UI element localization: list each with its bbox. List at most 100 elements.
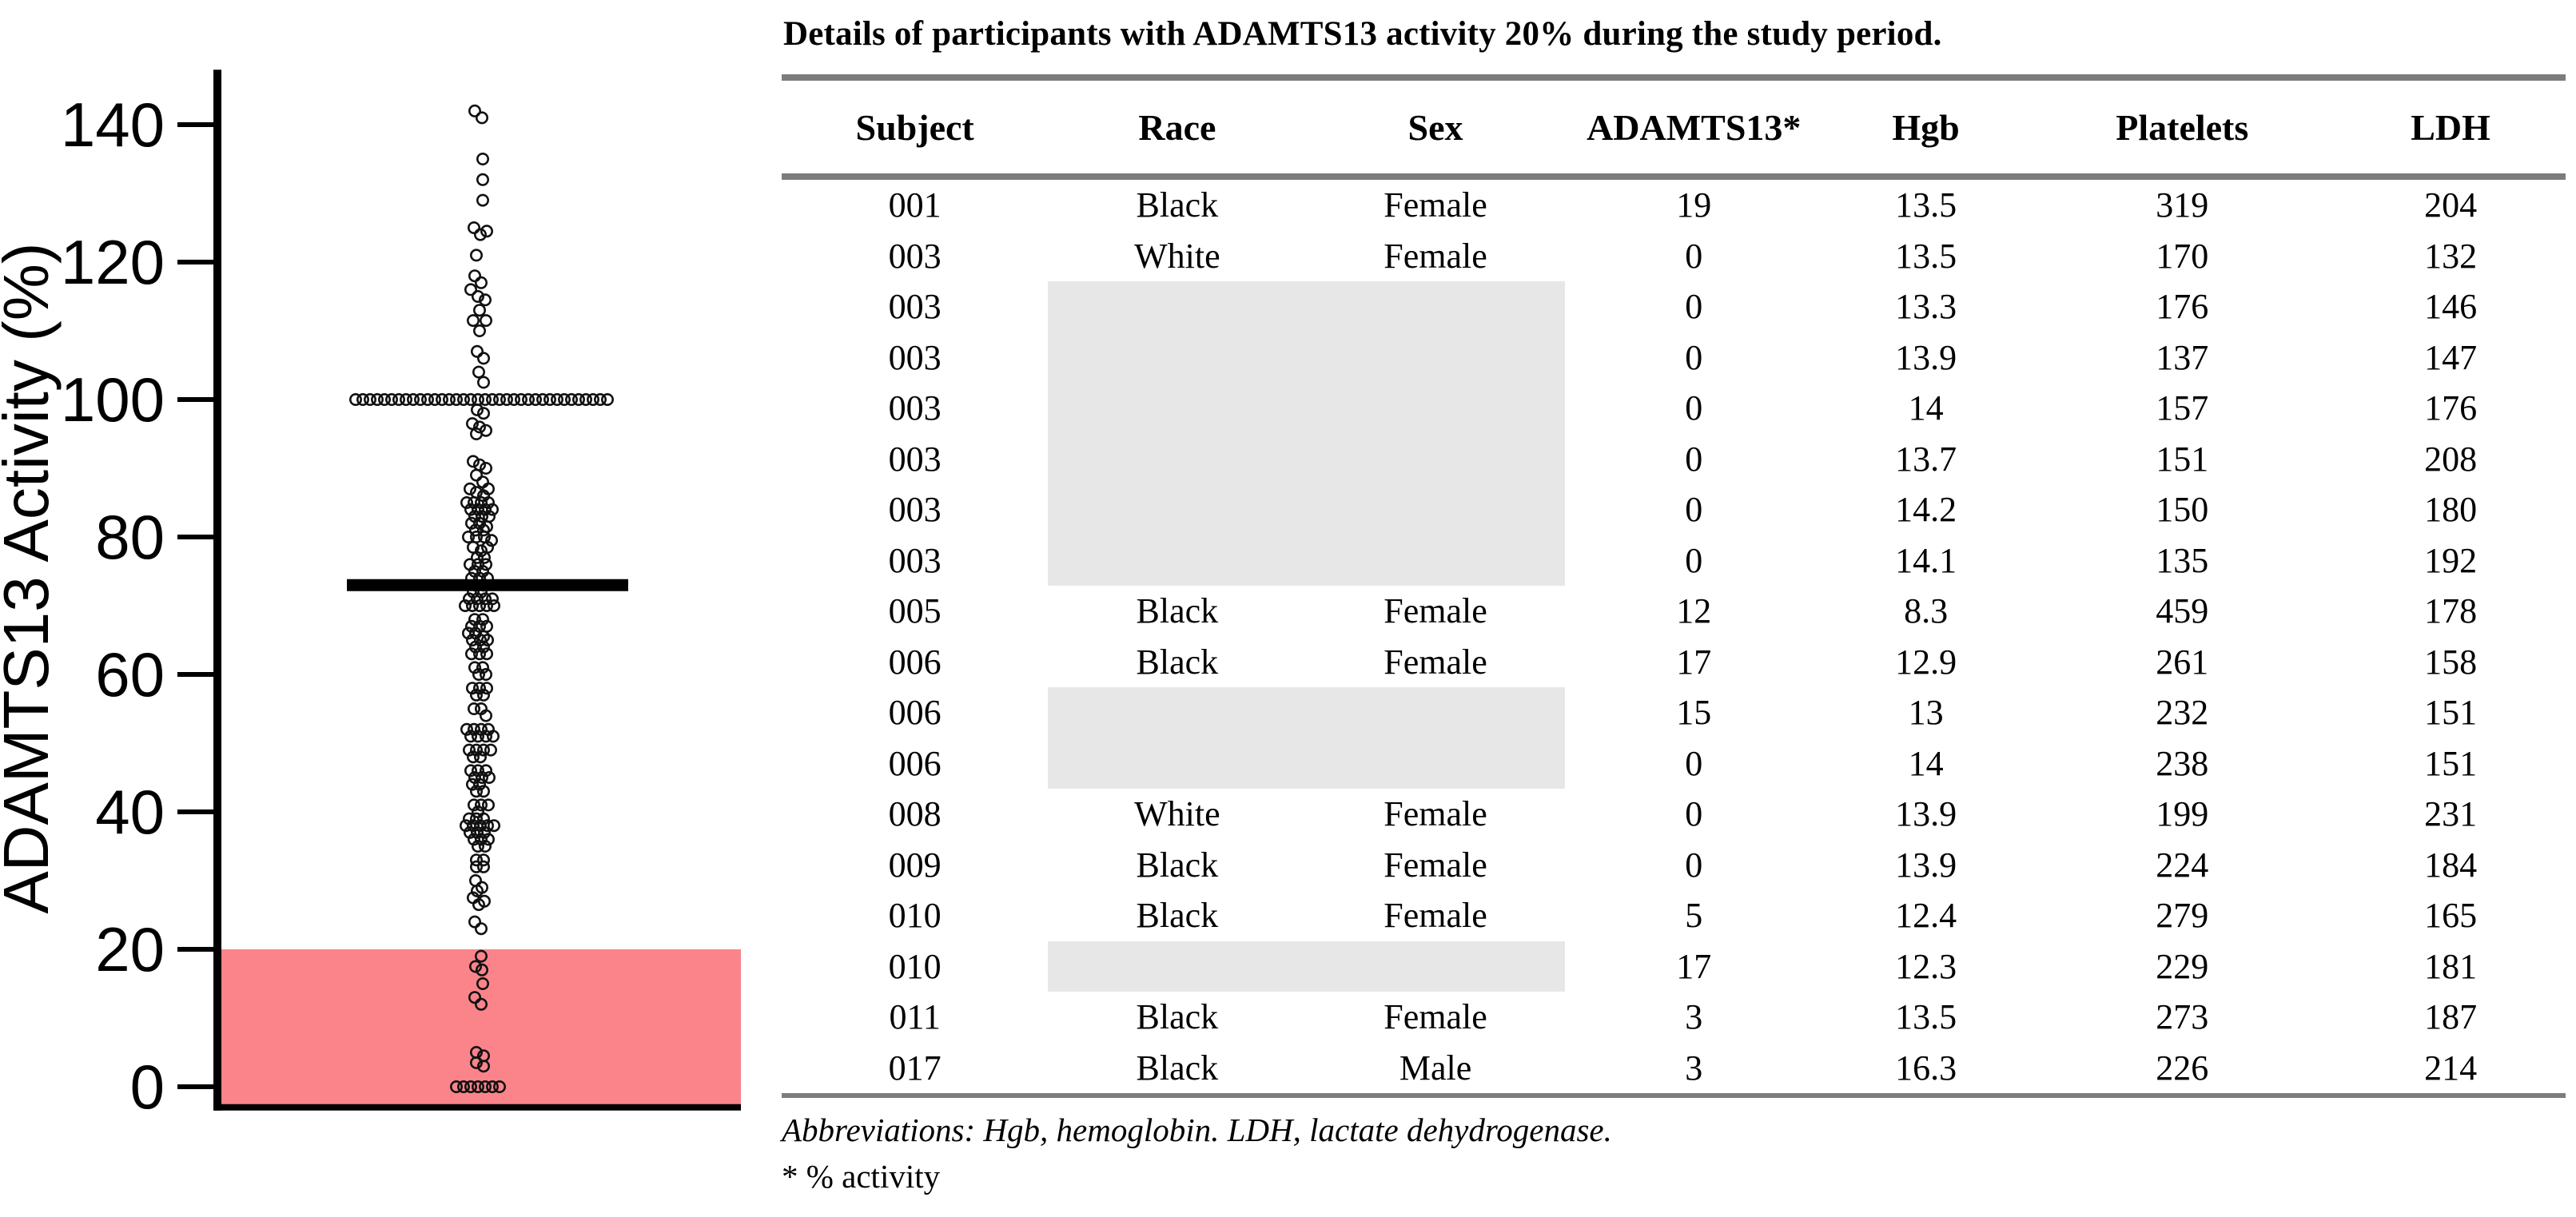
data-point [406,392,420,406]
table-cell: 180 [2424,490,2478,530]
table-cell: Black [1136,1048,1219,1088]
table-cell-shaded [1048,332,1307,383]
table-cell: 19 [1676,185,1712,225]
data-point [413,392,427,406]
table-cell: 279 [2156,896,2209,936]
data-point [557,392,571,406]
table-cell: 176 [2424,388,2478,428]
column-header-ldh: LDH [2411,106,2490,148]
data-point [476,688,490,702]
table-cell-shaded [1048,738,1307,789]
table-cell: 232 [2156,693,2209,733]
data-point [481,495,495,509]
data-point [468,269,481,283]
data-point [485,503,499,516]
data-point [487,599,500,612]
table-cell-shaded [1306,383,1565,434]
data-point [476,613,489,626]
table-cell: 132 [2424,236,2478,276]
data-point [478,1080,492,1094]
data-point [521,392,535,406]
data-point [464,730,477,743]
table-cell: 151 [2424,743,2478,783]
table-cell: 14 [1908,388,1944,428]
table-row: 003 0 14.1 135 192 [782,535,2566,586]
table-cell: Black [1136,185,1219,225]
table-row: 009 Black Female 0 13.9 224 184 [782,840,2566,891]
table-cell-shaded [1306,535,1565,586]
data-point [479,558,492,571]
table-cell: Female [1384,896,1487,936]
data-point [473,819,487,833]
table-row: 008 White Female 0 13.9 199 231 [782,789,2566,840]
table-cell: 12.4 [1895,896,1957,936]
table-title: Details of participants with ADAMTS13 ac… [783,15,1942,53]
dot-plot-svg: 0 20 40 60 80 100 120 140 ADAMTS13 Activity (%) [0,70,741,1122]
data-point [469,1056,483,1069]
data-point [507,392,520,406]
data-point [356,392,369,406]
data-point [476,523,490,537]
data-point [469,812,483,825]
data-point [472,778,486,791]
table-cell-shaded [1306,738,1565,789]
data-point [456,392,470,406]
data-point [484,743,497,757]
data-point [469,860,483,873]
data-point [480,682,493,695]
table-cell: 13.9 [1895,794,1957,834]
table-cell: 165 [2424,896,2478,936]
table-top-rule [782,74,2566,81]
adamts13-activity-dot-plot: 0 20 40 60 80 100 120 140 ADAMTS13 Activity (%) [0,0,767,1217]
table-cell-shaded [1048,484,1307,535]
data-point [460,722,473,736]
table-cell: 12 [1676,591,1712,631]
y-tick-label: 60 [95,639,165,710]
table-cell: 0 [1685,794,1703,834]
table-cell: 011 [889,997,941,1037]
data-point [461,530,475,543]
data-point [470,884,484,897]
data-point [476,173,489,186]
table-cell: 16.3 [1895,1048,1957,1088]
table-cell: Black [1136,845,1219,885]
table-cell-shaded [1306,687,1565,738]
table-cell: 3 [1685,1048,1703,1088]
table-cell: 0 [1685,236,1703,276]
data-point [473,750,487,764]
data-point [474,544,488,558]
data-point [465,682,479,695]
data-point [476,785,490,798]
table-cell: 261 [2156,642,2209,682]
data-point [465,633,479,646]
data-point [492,1080,506,1094]
data-point [428,392,441,406]
data-point [470,403,484,416]
table-header-row: Subject Race Sex ADAMTS13* Hgb Platelets… [782,81,2566,173]
data-point [482,770,496,784]
y-tick-label: 120 [61,227,165,297]
data-point [469,249,483,262]
table-cell: 150 [2156,490,2209,530]
data-point [479,667,492,681]
data-point [476,153,489,166]
table-cell: 199 [2156,794,2209,834]
table-cell: 0 [1685,743,1703,783]
data-point [466,314,480,328]
y-tick-label: 100 [61,364,165,435]
table-row: 006 0 14 238 151 [782,738,2566,789]
data-point [472,667,485,681]
data-point [586,392,599,406]
data-point [462,812,476,825]
table-cell: 003 [888,388,942,428]
data-point [472,324,486,337]
table-cell: 0 [1685,287,1703,327]
table-cell: Female [1384,845,1487,885]
column-header-hgb: Hgb [1892,106,1960,148]
table-cell-shaded [1306,484,1565,535]
data-point [536,392,549,406]
table-cell: 0 [1685,845,1703,885]
data-point [514,392,528,406]
data-point [467,833,480,846]
data-point [486,730,500,743]
